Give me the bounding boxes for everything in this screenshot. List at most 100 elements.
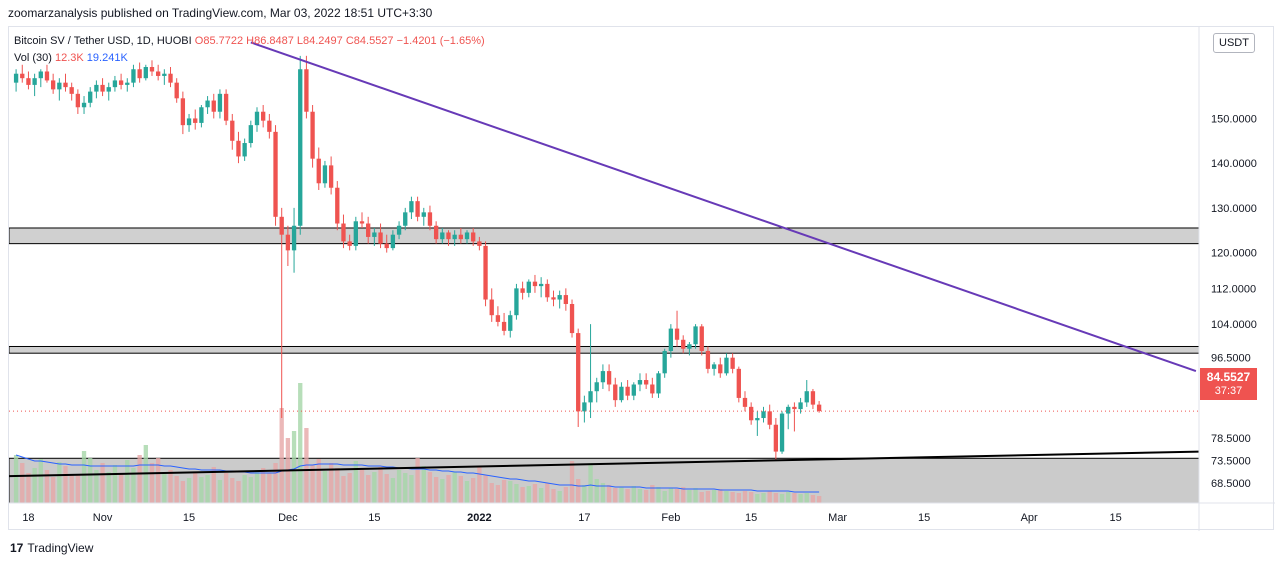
volume-bar: [773, 493, 779, 503]
candle-body: [569, 304, 575, 334]
resistance-trendline: [250, 41, 1197, 373]
volume-bar: [631, 486, 636, 503]
volume-value: 12.3K: [54, 52, 84, 64]
symbol-title[interactable]: Bitcoin SV / Tether USD, 1D, HUOBI: [14, 35, 192, 47]
candle-body: [341, 223, 346, 242]
volume-legend[interactable]: Vol (30) 12.3K 19.241K: [14, 52, 128, 64]
candle-body: [322, 165, 328, 184]
currency-button[interactable]: USDT: [1213, 33, 1255, 53]
volume-bar: [20, 463, 25, 503]
symbol-legend[interactable]: Bitcoin SV / Tether USD, 1D, HUOBI O85.7…: [14, 35, 485, 47]
volume-bar: [613, 488, 618, 503]
volume-bar: [236, 481, 241, 503]
volume-bar: [409, 475, 414, 503]
time-tick-label: 15: [368, 512, 380, 524]
candle-body: [285, 234, 291, 251]
candle-body: [316, 158, 321, 184]
candlestick-chart[interactable]: 150.0000 140.0000 130.0000 120.0000 112.0000…: [9, 27, 1275, 531]
volume-bar: [261, 468, 266, 503]
volume-bar: [242, 475, 247, 503]
volume-bar: [415, 458, 420, 503]
time-tick-label: 15: [918, 512, 930, 524]
candle-body: [279, 216, 284, 235]
candle-body: [668, 328, 674, 351]
candle-body: [217, 93, 223, 112]
candle-body: [168, 73, 173, 83]
candle-body: [328, 165, 334, 188]
volume-bar: [162, 473, 167, 503]
volume-bar: [328, 463, 334, 503]
candle-body: [433, 225, 439, 240]
volume-bar: [316, 459, 321, 503]
candle-body: [613, 384, 618, 401]
volume-bar: [650, 485, 655, 503]
volume-bar: [75, 475, 81, 503]
candle-body: [421, 212, 426, 217]
candle-body: [551, 297, 556, 300]
volume-bar: [230, 478, 235, 503]
candle-body: [538, 283, 544, 287]
volume-bar: [495, 485, 501, 503]
volume-bar: [384, 474, 389, 503]
candle-body: [125, 82, 130, 85]
candle-body: [514, 288, 519, 316]
last-price-tag: 84.5527 37:37: [1200, 368, 1257, 400]
candle-body: [81, 102, 87, 108]
candle-body: [273, 131, 278, 217]
volume-bar: [526, 486, 531, 503]
last-price-value: 84.5527: [1206, 370, 1251, 384]
volume-bar: [693, 488, 698, 503]
candle-body: [501, 321, 507, 331]
candle-body: [415, 201, 420, 217]
candle-body: [38, 71, 43, 79]
candle-body: [458, 234, 464, 240]
volume-bar: [88, 458, 93, 503]
footer-brand[interactable]: 17 TradingView: [10, 541, 93, 555]
candle-body: [50, 80, 56, 90]
candle-body: [199, 107, 204, 123]
volume-bar: [711, 490, 717, 503]
candle-body: [230, 120, 235, 141]
volume-bar: [588, 463, 593, 503]
candle-body: [13, 73, 19, 83]
candle-body: [403, 212, 408, 226]
time-tick-label: Nov: [93, 512, 113, 524]
volume-bar: [149, 463, 155, 503]
volume-bar: [125, 460, 130, 503]
volume-bar: [637, 489, 643, 503]
time-tick-label: Mar: [828, 512, 847, 524]
candle-body: [211, 100, 216, 112]
brand-name: TradingView: [27, 541, 94, 555]
candle-body: [310, 111, 315, 159]
volume-bar: [273, 463, 278, 503]
candle-body: [427, 212, 433, 226]
volume-bar: [131, 468, 136, 503]
volume-bar: [44, 470, 50, 503]
volume-bar: [687, 490, 692, 503]
volume-bar: [718, 489, 723, 503]
volume-bar: [501, 480, 507, 503]
volume-bar: [514, 484, 519, 503]
volume-bar: [563, 487, 569, 503]
time-tick-label: 18: [22, 512, 34, 524]
candle-body: [464, 232, 470, 240]
support-trendline: [9, 450, 1200, 478]
candle-body: [390, 234, 396, 249]
candle-body: [650, 384, 655, 394]
volume-bar: [335, 468, 340, 503]
candle-body: [742, 397, 748, 407]
candle-body: [20, 73, 25, 79]
chart-area[interactable]: 150.0000 140.0000 130.0000 120.0000 112.0000…: [8, 26, 1275, 531]
candle-body: [792, 406, 797, 410]
candle-body: [359, 221, 365, 224]
candle-body: [75, 93, 81, 108]
price-tick-label: 112.0000: [1211, 283, 1256, 295]
volume-ma-value: 19.241K: [86, 52, 128, 64]
candle-body: [520, 288, 525, 293]
volume-bar: [582, 485, 587, 503]
volume-bar: [223, 473, 229, 503]
volume-bar: [63, 466, 68, 503]
volume-bar: [551, 489, 556, 503]
volume-bar: [205, 475, 210, 503]
candle-body: [662, 350, 667, 374]
